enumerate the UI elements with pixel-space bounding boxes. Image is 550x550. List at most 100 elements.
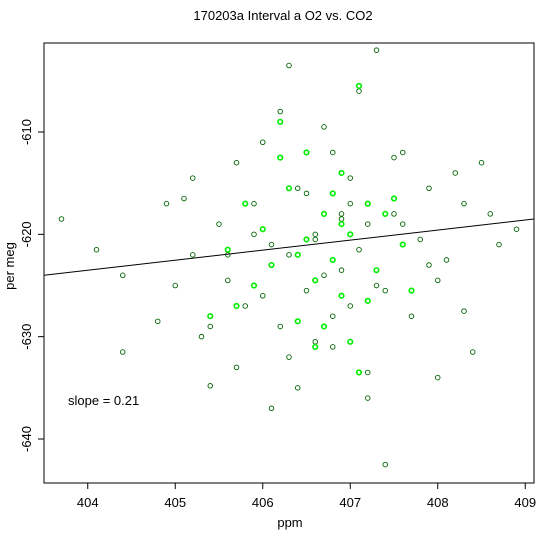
data-point	[216, 221, 222, 227]
data-point	[461, 200, 467, 207]
data-point	[426, 262, 432, 268]
data-point	[198, 333, 205, 340]
data-point	[478, 159, 485, 166]
data-point	[373, 282, 380, 289]
slope-annotation: slope = 0.21	[68, 393, 139, 408]
data-point	[172, 282, 178, 289]
data-point	[338, 267, 345, 273]
data-point	[391, 154, 397, 161]
data-point	[470, 349, 476, 355]
data-point	[295, 185, 301, 192]
data-point	[295, 385, 301, 391]
data-point	[242, 303, 248, 309]
data-point	[400, 149, 406, 156]
data-point	[347, 231, 354, 238]
x-tick-label: 405	[164, 495, 186, 510]
fit-layer	[43, 218, 535, 276]
data-point	[250, 282, 258, 289]
y-tick-label: -620	[19, 221, 34, 247]
data-point	[93, 246, 100, 253]
data-point	[329, 256, 336, 264]
data-point	[181, 195, 187, 202]
data-point	[207, 383, 213, 389]
data-point	[338, 292, 345, 299]
x-tick-label: 404	[77, 495, 99, 510]
data-point	[320, 323, 328, 330]
data-point	[251, 231, 257, 238]
data-point	[330, 313, 336, 319]
data-point	[338, 169, 345, 177]
data-point	[365, 395, 371, 401]
data-point	[400, 221, 406, 227]
data-point	[154, 318, 161, 325]
data-point	[443, 257, 450, 263]
data-point	[312, 277, 319, 284]
data-point	[320, 210, 328, 217]
data-point	[303, 236, 310, 243]
data-point	[207, 323, 213, 330]
data-point	[285, 185, 293, 192]
data-point	[408, 287, 415, 294]
data-point	[119, 349, 126, 355]
data-point	[277, 108, 284, 115]
data-point	[224, 277, 231, 284]
y-tick-label: -610	[19, 119, 34, 145]
data-point	[163, 200, 170, 207]
y-tick-label: -640	[19, 426, 34, 452]
data-point	[189, 252, 196, 258]
data-point	[303, 190, 310, 197]
points-layer	[58, 47, 520, 468]
data-point	[312, 231, 319, 238]
data-point	[347, 338, 354, 345]
data-point	[260, 139, 266, 146]
data-point	[294, 318, 301, 325]
data-point	[364, 200, 371, 207]
data-point	[329, 190, 336, 197]
data-point	[435, 374, 441, 381]
data-point	[286, 252, 292, 258]
data-point	[277, 154, 284, 161]
data-point	[365, 369, 371, 376]
regression-line	[43, 218, 535, 276]
data-point	[347, 175, 354, 181]
data-point	[233, 364, 240, 371]
data-point	[338, 216, 345, 222]
data-point	[487, 211, 494, 217]
data-point	[119, 272, 126, 279]
data-point	[365, 221, 371, 227]
data-point	[330, 344, 336, 350]
data-point	[268, 241, 275, 248]
data-point	[373, 47, 380, 53]
data-point	[251, 200, 257, 207]
data-point	[382, 461, 389, 468]
x-tick-label: 408	[427, 495, 449, 510]
data-point	[417, 236, 424, 243]
data-point	[399, 241, 406, 248]
data-point	[277, 323, 284, 330]
data-point	[224, 246, 231, 253]
data-point	[355, 82, 363, 90]
data-point	[268, 405, 275, 412]
data-point	[426, 185, 432, 192]
data-point	[303, 287, 310, 294]
data-point	[347, 303, 354, 309]
x-axis-label: ppm	[277, 515, 302, 530]
x-tick-label: 409	[514, 495, 536, 510]
data-point	[355, 369, 363, 376]
data-point	[286, 354, 292, 360]
y-axis-label: per meg	[2, 242, 17, 290]
x-tick-label: 407	[339, 495, 361, 510]
data-point	[391, 211, 397, 217]
data-point	[356, 246, 362, 253]
data-point	[356, 88, 362, 94]
data-point	[408, 313, 415, 319]
data-point	[312, 343, 319, 351]
y-tick-label: -630	[19, 324, 34, 350]
data-point	[513, 226, 520, 232]
data-point	[312, 339, 319, 345]
data-point	[435, 277, 441, 284]
data-point	[268, 261, 275, 269]
data-point	[312, 236, 319, 243]
data-point	[294, 251, 301, 258]
data-point	[338, 211, 345, 217]
